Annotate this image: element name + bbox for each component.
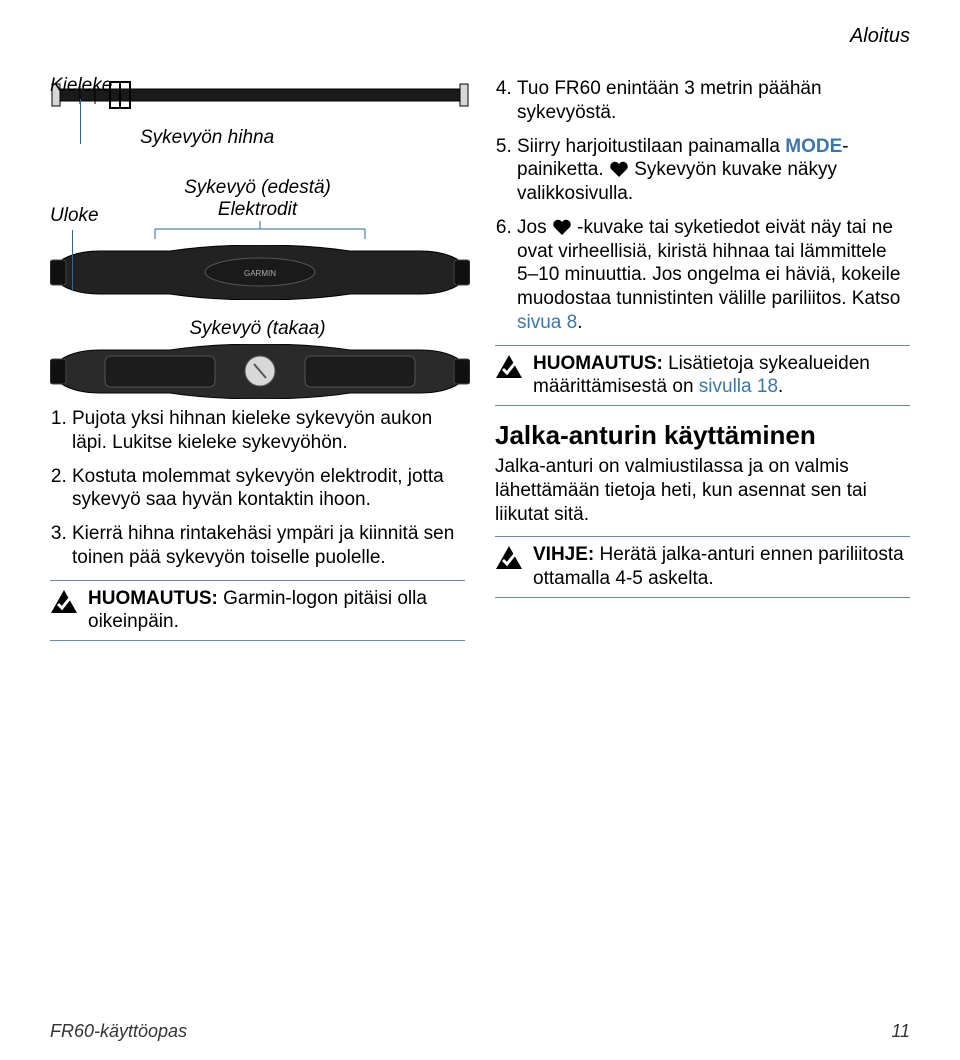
heart-icon <box>609 161 629 177</box>
strap-icon <box>50 75 470 115</box>
list-item: Tuo FR60 enintään 3 metrin päähän sykevy… <box>517 77 910 125</box>
two-column-layout: Kieleke Uloke Sykevyön hihna Sykevyö (e <box>50 45 910 641</box>
label-elektrodit: Elektrodit <box>50 199 465 221</box>
hr-sensor-back-icon <box>50 344 470 399</box>
note-logo: HUOMAUTUS: Garmin-logon pitäisi olla oik… <box>50 580 465 642</box>
svg-text:GARMIN: GARMIN <box>244 269 276 278</box>
label-uloke: Uloke <box>50 205 99 227</box>
right-column: Tuo FR60 enintään 3 metrin päähän sykevy… <box>495 45 910 641</box>
footer-left: FR60-käyttöopas <box>50 1021 187 1042</box>
left-steps-list: Pujota yksi hihnan kieleke sykevyön auko… <box>72 407 465 570</box>
label-hihna: Sykevyön hihna <box>140 127 465 149</box>
note-text: VIHJE: Herätä jalka-anturi ennen parilii… <box>533 543 910 591</box>
list-item: Pujota yksi hihnan kieleke sykevyön auko… <box>72 407 465 455</box>
label-edesta: Sykevyö (edestä) <box>50 177 465 199</box>
note-text: HUOMAUTUS: Garmin-logon pitäisi olla oik… <box>88 587 465 635</box>
link-page-18[interactable]: sivulla 18 <box>699 376 778 397</box>
list-item: Kostuta molemmat sykevyön elektrodit, jo… <box>72 465 465 513</box>
label-takaa: Sykevyö (takaa) <box>50 318 465 340</box>
note-tip: VIHJE: Herätä jalka-anturi ennen parilii… <box>495 536 910 598</box>
label-kieleke: Kieleke <box>50 75 112 97</box>
section-header: Aloitus <box>850 25 910 48</box>
left-column: Kieleke Uloke Sykevyön hihna Sykevyö (e <box>50 45 465 641</box>
section-title: Jalka-anturin käyttäminen <box>495 420 910 451</box>
note-text: HUOMAUTUS: Lisätietoja sykealueiden määr… <box>533 352 910 400</box>
mode-keyword: MODE <box>785 136 842 157</box>
leader-kieleke <box>80 99 81 144</box>
footer-page-number: 11 <box>891 1021 910 1042</box>
leader-uloke <box>72 230 73 290</box>
check-triangle-icon <box>50 589 78 615</box>
list-item: Jos -kuvake tai syketiedot eivät näy tai… <box>517 216 910 335</box>
strap-diagram: Kieleke Uloke Sykevyön hihna Sykevyö (e <box>50 75 465 399</box>
note-zones: HUOMAUTUS: Lisätietoja sykealueiden määr… <box>495 345 910 407</box>
list-item: Kierrä hihna rintakehäsi ympäri ja kiinn… <box>72 522 465 570</box>
elektrodit-bracket-icon <box>50 221 470 239</box>
check-triangle-icon <box>495 354 523 380</box>
right-steps-list: Tuo FR60 enintään 3 metrin päähän sykevy… <box>517 77 910 335</box>
heart-icon <box>552 219 572 235</box>
section-paragraph: Jalka-anturi on valmiustilassa ja on val… <box>495 455 910 526</box>
page-footer: FR60-käyttöopas 11 <box>50 1021 910 1042</box>
list-item: Siirry harjoitustilaan painamalla MODE-p… <box>517 135 910 206</box>
check-triangle-icon <box>495 545 523 571</box>
hr-sensor-front-icon: GARMIN <box>50 245 470 300</box>
link-page-8[interactable]: sivua 8 <box>517 312 577 333</box>
